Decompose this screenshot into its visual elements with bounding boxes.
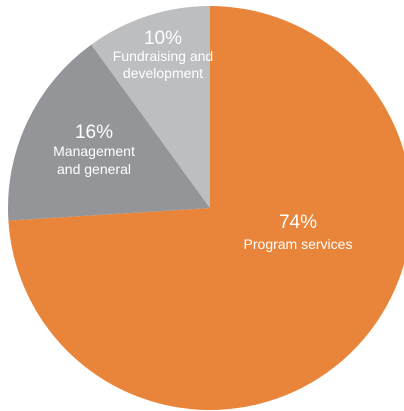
pie-slice-3 [91, 6, 210, 208]
pie-slice-1 [8, 6, 404, 410]
slice-category-label: Program services [244, 236, 353, 252]
pie-slice-2 [7, 44, 210, 221]
pie-labels: 74% Program services 16%Management and gene… [53, 28, 352, 252]
slice-category-label: Management [53, 143, 135, 159]
slice-category-label: Fundraising and [113, 48, 213, 64]
slice-category-label: and general [57, 161, 131, 177]
slice-percent-label: 16% [75, 122, 113, 143]
pie-slices [7, 6, 404, 410]
slice-percent-label: 10% [144, 28, 182, 49]
slice-percent-label: 74% [279, 212, 317, 233]
slice-category-label: development [123, 65, 203, 81]
